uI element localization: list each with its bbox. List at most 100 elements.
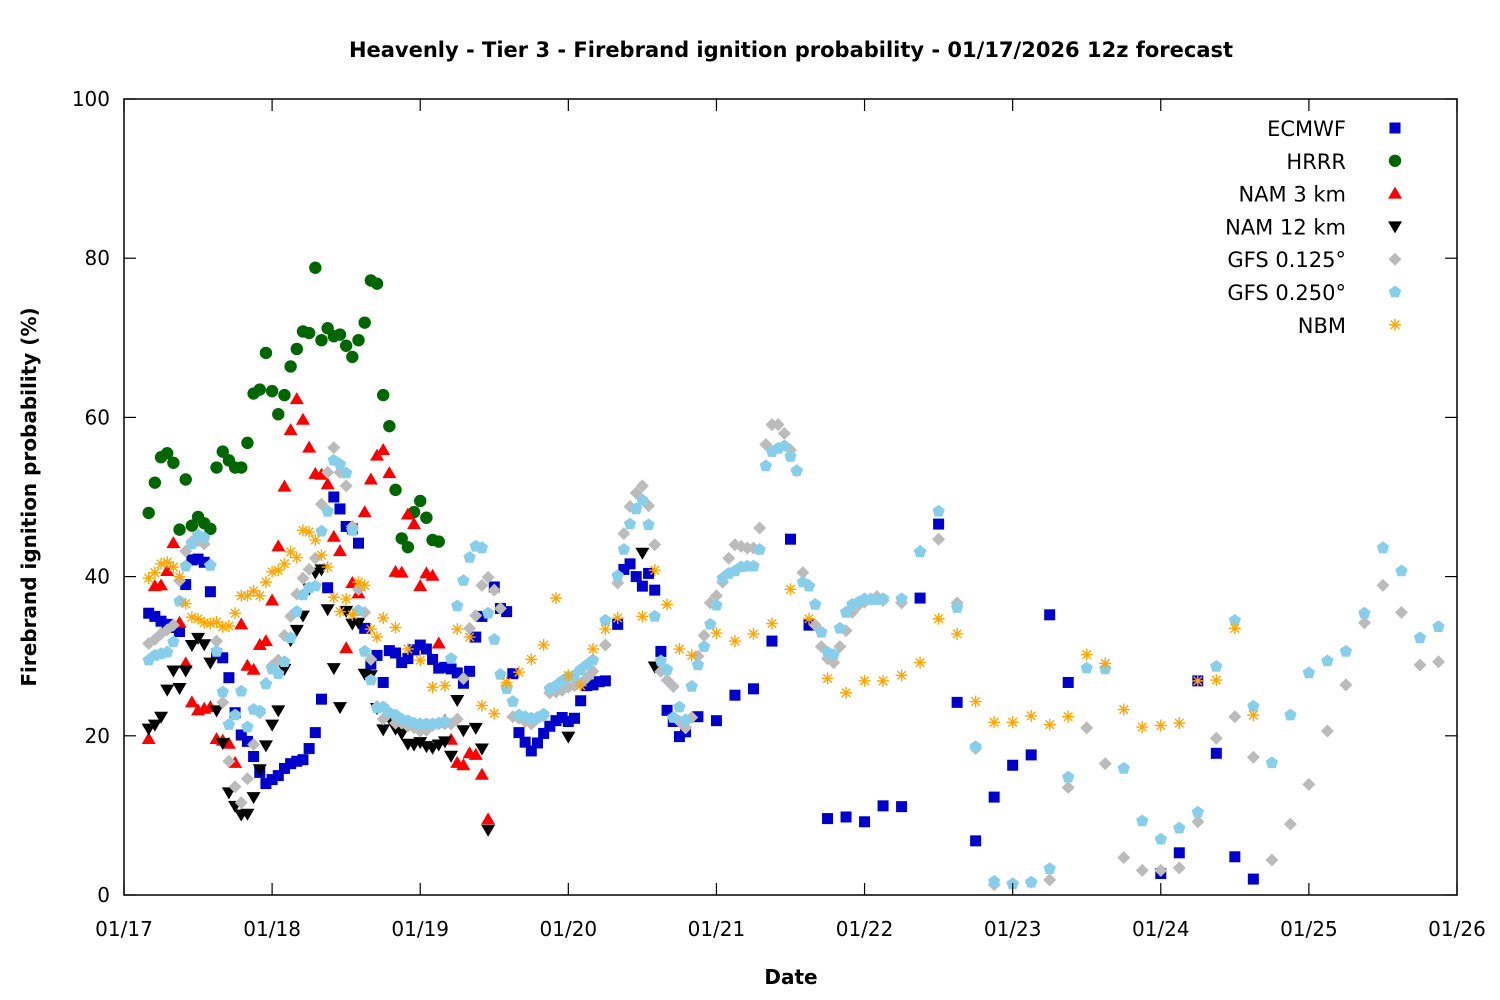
data-point [241, 589, 254, 602]
data-point [549, 592, 562, 605]
data-point [766, 635, 778, 647]
data-point [611, 569, 624, 582]
data-point [253, 589, 266, 602]
data-point [228, 708, 242, 721]
x-tick-label: 01/21 [688, 917, 746, 941]
y-axis-label: Firebrand ignition probability (%) [17, 307, 41, 686]
data-point [1376, 578, 1390, 592]
data-point [1284, 708, 1297, 721]
data-point [513, 727, 525, 739]
data-point [340, 466, 353, 479]
data-point [1136, 721, 1149, 734]
data-point [456, 725, 471, 738]
data-point [803, 612, 816, 625]
legend-label: GFS 0.250° [1227, 281, 1346, 305]
y-tick-label: 20 [85, 724, 110, 748]
data-point [408, 644, 420, 656]
data-point [501, 606, 513, 618]
data-point [241, 436, 254, 450]
data-point [1228, 622, 1241, 635]
data-point [141, 731, 156, 744]
data-point [655, 645, 667, 657]
data-point [598, 638, 612, 652]
data-point [914, 656, 927, 669]
data-point [253, 383, 266, 396]
data-point [222, 619, 235, 632]
data-point [339, 641, 354, 654]
data-point [550, 715, 562, 727]
data-point [1062, 710, 1075, 723]
data-point [192, 612, 205, 625]
data-point [277, 479, 292, 492]
data-point [431, 636, 446, 649]
data-point [488, 707, 501, 720]
data-point [710, 598, 723, 611]
data-point [289, 392, 304, 405]
data-point [1025, 875, 1038, 888]
legend-label: GFS 0.125° [1227, 248, 1346, 272]
data-point [271, 539, 286, 552]
data-point [383, 419, 396, 433]
legend-marker [1388, 252, 1402, 266]
data-point [285, 758, 297, 770]
data-point [339, 479, 353, 493]
legend-marker [1388, 154, 1402, 167]
data-point [143, 607, 155, 619]
data-point [204, 522, 217, 536]
data-point [624, 558, 636, 570]
data-point [636, 610, 649, 623]
data-point [377, 611, 390, 624]
data-point [575, 695, 587, 707]
data-point [519, 736, 531, 748]
data-point [174, 626, 186, 638]
data-point [396, 657, 408, 669]
data-point [525, 653, 538, 666]
data-point [184, 695, 199, 708]
data-point [747, 627, 760, 640]
data-point [500, 676, 513, 689]
data-point [234, 796, 248, 810]
data-point [303, 743, 315, 755]
data-point [420, 511, 433, 524]
data-point [173, 523, 186, 536]
data-point [1043, 873, 1057, 887]
data-point [395, 532, 408, 545]
legend-label: NAM 3 km [1238, 183, 1346, 207]
data-point [507, 668, 519, 680]
data-point [932, 504, 945, 517]
data-point [290, 551, 303, 564]
data-point [815, 625, 828, 638]
data-point [969, 695, 982, 708]
data-point [635, 547, 650, 560]
data-point [278, 388, 291, 402]
data-point [407, 517, 422, 530]
data-point [493, 601, 507, 615]
data-point [988, 875, 1001, 887]
data-point [1173, 821, 1186, 834]
data-point [895, 669, 908, 682]
legend-item: NBM [1298, 314, 1401, 338]
data-point [147, 719, 162, 732]
data-point [1228, 613, 1241, 626]
data-point [228, 780, 242, 794]
data-point [1173, 717, 1186, 730]
data-point [167, 456, 180, 469]
data-point [216, 445, 229, 458]
data-point [481, 824, 496, 837]
data-point [667, 711, 680, 723]
data-point [1154, 863, 1168, 877]
plot-frame [123, 98, 1458, 896]
legend: ECMWF HRRR NAM 3 km NAM 12 km GFS 0.125° GFS … [1225, 117, 1402, 338]
data-point [358, 579, 371, 592]
y-axis: 0 20 40 60 80 100 [72, 87, 1457, 907]
data-point [586, 653, 600, 666]
data-point [351, 617, 366, 630]
x-axis-label: Date [764, 965, 817, 989]
data-point [241, 735, 253, 747]
data-point [537, 639, 550, 652]
data-point [309, 261, 322, 274]
data-point [796, 566, 810, 580]
data-point [599, 613, 612, 626]
data-point [1357, 616, 1371, 630]
data-point [185, 519, 199, 532]
